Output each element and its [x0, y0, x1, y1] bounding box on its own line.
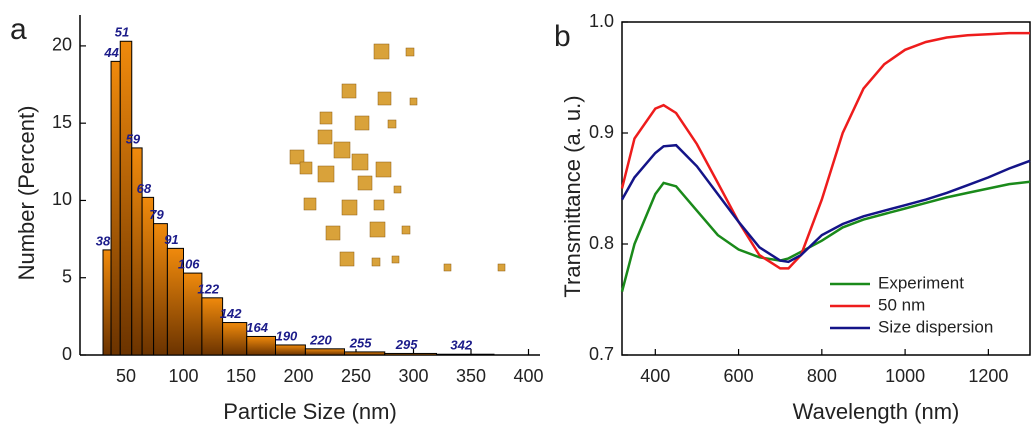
- bar-label: 44: [103, 45, 119, 60]
- bar-label: 38: [96, 233, 111, 248]
- bar-label: 342: [450, 338, 472, 353]
- bar: [436, 353, 495, 356]
- bar-label: 190: [276, 328, 298, 343]
- x-tick-label: 800: [807, 366, 837, 386]
- x-axis-title: Wavelength (nm): [793, 399, 960, 424]
- line-series: [620, 143, 1031, 264]
- y-tick-label: 0.7: [589, 344, 614, 364]
- bar: [384, 352, 437, 356]
- legend-label: Experiment: [878, 273, 964, 292]
- bar-label: 106: [178, 257, 200, 272]
- x-tick-label: 100: [168, 366, 198, 386]
- bar-label: 59: [126, 131, 141, 146]
- y-tick-label: 0: [62, 344, 72, 364]
- x-tick-label: 400: [640, 366, 670, 386]
- bar-label: 142: [220, 306, 242, 321]
- bar: [275, 344, 306, 356]
- bar: [131, 147, 143, 356]
- y-axis-title: Transmittance (a. u.): [560, 95, 585, 297]
- y-tick-label: 1.0: [589, 11, 614, 31]
- bar-label: 164: [246, 320, 268, 335]
- bar: [304, 348, 345, 356]
- x-tick-label: 400: [513, 366, 543, 386]
- x-tick-label: 300: [398, 366, 428, 386]
- x-tick-label: 50: [116, 366, 136, 386]
- bar-label: 79: [149, 207, 164, 222]
- bar: [119, 40, 133, 356]
- bar: [102, 249, 112, 356]
- x-tick-label: 1000: [885, 366, 925, 386]
- bar: [110, 60, 121, 356]
- bar: [344, 351, 386, 356]
- y-tick-label: 5: [62, 266, 72, 286]
- y-tick-label: 20: [52, 35, 72, 55]
- x-tick-label: 1200: [968, 366, 1008, 386]
- panel-label: a: [10, 13, 27, 46]
- x-tick-label: 600: [724, 366, 754, 386]
- bar-label: 51: [115, 25, 129, 40]
- y-tick-label: 0.8: [589, 233, 614, 253]
- bar-label: 295: [395, 337, 418, 352]
- bar-label: 220: [309, 332, 332, 347]
- y-tick-label: 0.9: [589, 122, 614, 142]
- bar-label: 68: [137, 181, 152, 196]
- panel-label: b: [554, 20, 571, 53]
- line-series: [620, 180, 1031, 293]
- bar-label: 122: [197, 281, 219, 296]
- y-axis-title: Number (Percent): [14, 106, 39, 281]
- x-tick-label: 200: [283, 366, 313, 386]
- x-axis-title: Particle Size (nm): [223, 399, 397, 424]
- bar-label: 91: [164, 232, 178, 247]
- bar: [246, 335, 276, 356]
- particle-inset: [289, 43, 506, 272]
- x-tick-label: 350: [456, 366, 486, 386]
- y-tick-label: 10: [52, 189, 72, 209]
- legend-label: 50 nm: [878, 295, 925, 314]
- x-tick-label: 150: [226, 366, 256, 386]
- legend-label: Size dispersion: [878, 317, 993, 336]
- y-tick-label: 15: [52, 112, 72, 132]
- bar: [222, 322, 248, 356]
- x-tick-label: 250: [341, 366, 371, 386]
- bar-label: 255: [349, 335, 372, 350]
